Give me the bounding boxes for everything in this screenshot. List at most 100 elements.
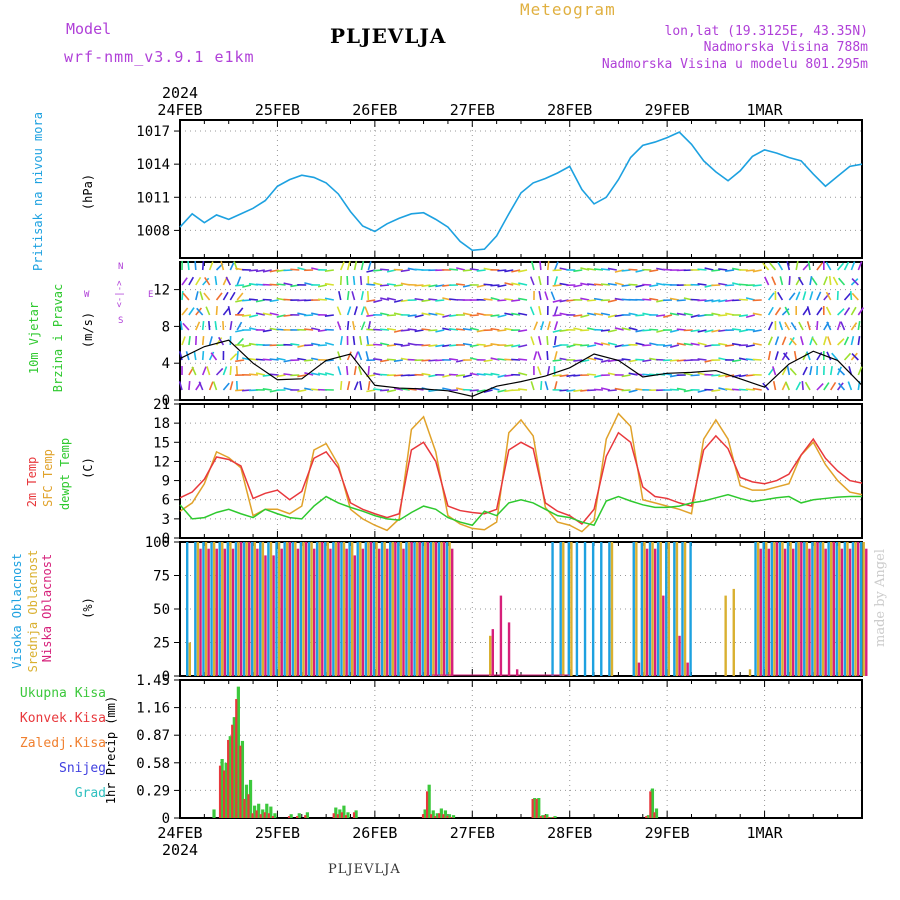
cloud-high-bar <box>397 542 400 676</box>
cloud-high-bar <box>202 542 205 676</box>
precip-total-bar <box>224 762 228 818</box>
wind-arrow <box>248 298 258 301</box>
wind-arrow <box>367 261 372 271</box>
wind-arrow <box>421 312 431 316</box>
wind-arrow <box>236 292 244 301</box>
wind-arrow <box>476 284 486 288</box>
wind-arrow <box>269 269 279 273</box>
wind-arrow <box>483 359 493 363</box>
wind-arrow <box>600 329 610 332</box>
footer-station: PLJEVLJA <box>328 862 401 877</box>
wind-arrow <box>380 268 390 271</box>
date-label-bottom: 25FEB <box>255 824 300 842</box>
cloud-mid-bar <box>196 542 200 676</box>
wind-arrow <box>823 276 828 286</box>
cloud-mid-bar <box>821 542 825 676</box>
wind-arrow <box>781 308 790 316</box>
precip-total-bar <box>305 812 309 818</box>
wind-arrow <box>462 374 473 378</box>
cloud-low-bar <box>848 548 852 676</box>
cloud-mid-bar <box>310 542 313 676</box>
cloud-high-bar <box>640 542 644 676</box>
wind-arrow <box>838 277 846 286</box>
cloud-high-bar <box>567 542 570 676</box>
cloud-low-bar <box>329 548 332 676</box>
wind-arrow <box>538 276 542 286</box>
cloud-high-bar <box>786 542 790 676</box>
y-tick-label: 12 <box>153 454 170 470</box>
wind-arrow <box>788 275 791 286</box>
wind-arrow <box>222 382 230 391</box>
wind-arrow <box>367 321 372 331</box>
precip-total-bar <box>232 717 236 818</box>
wind-arrow <box>697 342 707 346</box>
cloud-high-bar <box>600 542 603 676</box>
wind-arrow <box>628 312 638 316</box>
wind-arrow <box>222 291 229 301</box>
cloud-mid-bar <box>724 595 727 676</box>
wind-arrow <box>823 382 830 391</box>
cloud-low-bar <box>808 548 811 676</box>
wind-arrow <box>851 277 859 286</box>
wind-arrow <box>836 321 842 331</box>
cloud-low-bar <box>345 548 348 676</box>
wind-arrow <box>806 351 811 361</box>
wind-arrow <box>215 367 224 376</box>
wind-arrow <box>573 269 583 273</box>
wind-arrow <box>373 358 383 361</box>
wind-arrow <box>752 284 762 287</box>
wind-arrow <box>711 374 721 377</box>
cloud-high-bar <box>348 542 351 676</box>
wind-arrow <box>324 282 334 286</box>
precip-total-bar <box>228 736 232 818</box>
cloud-mid-bar <box>342 542 346 676</box>
wind-arrow <box>317 372 328 376</box>
wind-arrow <box>421 284 431 288</box>
cloud-low-bar <box>296 548 300 676</box>
wind-arrow <box>786 366 791 376</box>
wind-arrows <box>178 260 864 393</box>
wind-arrow <box>777 261 784 271</box>
wind-arrow <box>789 367 797 376</box>
wind-arrow <box>816 291 822 301</box>
cloud-high-bar <box>689 542 692 676</box>
wind-arrow <box>553 306 559 316</box>
wind-arrow <box>809 291 814 301</box>
cloud-mid-bar <box>237 542 240 676</box>
y-tick-label: 1017 <box>136 124 170 140</box>
wind-arrow <box>380 297 390 301</box>
cloud-high-bar <box>210 542 213 676</box>
cloud-mid-bar <box>675 542 679 676</box>
precip-conv-bar <box>259 814 262 818</box>
wind-arrow <box>317 344 327 347</box>
cloud-high-bar <box>575 542 579 676</box>
y-tick-label: 12 <box>153 283 170 299</box>
wind-arrow <box>857 261 863 271</box>
wind-arrow <box>317 284 328 288</box>
wind-arrow <box>544 381 549 391</box>
precip-conv-bar <box>450 817 453 818</box>
y-tick-label: 1011 <box>136 190 170 206</box>
wind-arrow <box>393 284 403 287</box>
cloud-mid-bar <box>765 542 768 676</box>
y-tick-label: 0.87 <box>136 728 170 744</box>
wind-arrow <box>752 358 762 361</box>
wind-arrow <box>346 306 352 316</box>
wind-arrow <box>764 276 770 286</box>
wind-arrow <box>276 374 286 378</box>
wind-arrow <box>365 351 370 361</box>
wind-arrow <box>373 269 383 272</box>
y-tick-label: 100 <box>145 535 170 551</box>
wind-arrow <box>621 358 631 361</box>
wind-arrow <box>262 269 272 273</box>
wind-arrow <box>544 291 549 301</box>
precip-total-bar <box>297 813 301 818</box>
wind-arrow <box>220 261 225 271</box>
precip-conv-bar <box>421 814 425 818</box>
date-label-top: 26FEB <box>352 101 397 119</box>
precip-total-bar <box>273 813 277 818</box>
wind-arrow <box>229 365 232 376</box>
wind-arrow <box>621 374 631 378</box>
wind-arrow <box>857 307 864 316</box>
